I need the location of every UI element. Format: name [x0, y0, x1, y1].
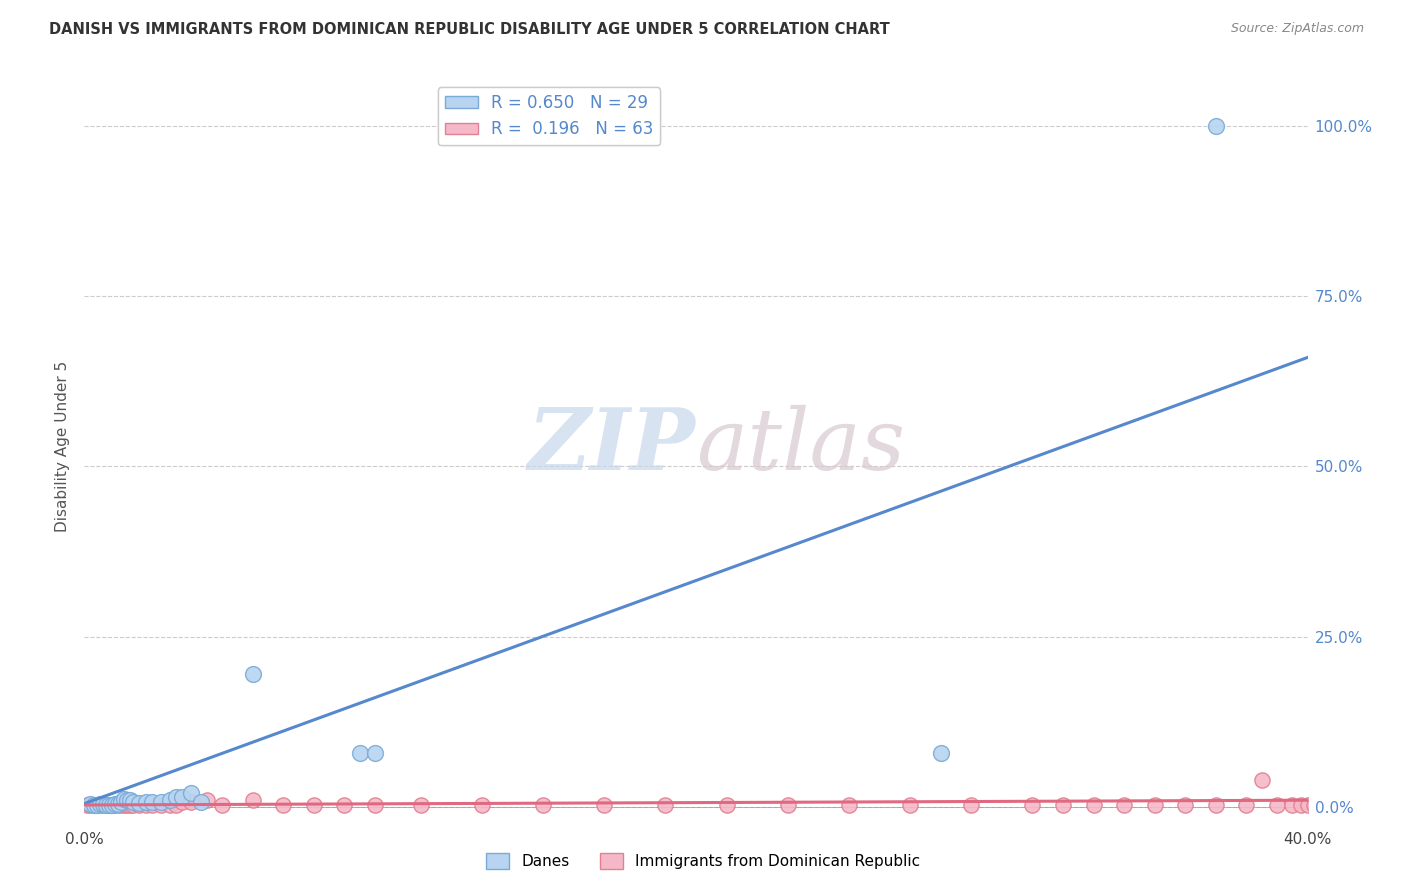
Point: [211, 797, 233, 812]
Point: [1265, 797, 1288, 812]
Point: [960, 797, 983, 812]
Point: [1205, 119, 1227, 133]
Point: [101, 797, 124, 812]
Point: [838, 797, 860, 812]
Point: [94, 797, 117, 812]
Point: [364, 797, 387, 812]
Legend: R = 0.650   N = 29, R =  0.196   N = 63: R = 0.650 N = 29, R = 0.196 N = 63: [439, 87, 661, 145]
Point: [1205, 797, 1227, 812]
Point: [107, 797, 129, 811]
Point: [94, 797, 117, 812]
Point: [79, 797, 101, 812]
Point: [271, 797, 294, 812]
Point: [135, 797, 157, 812]
Point: [1296, 797, 1319, 812]
Point: [180, 786, 202, 800]
Point: [83, 797, 105, 812]
Point: [165, 797, 187, 812]
Point: [115, 797, 138, 812]
Point: [1291, 797, 1313, 812]
Point: [97, 797, 120, 812]
Point: [242, 793, 264, 807]
Point: [149, 797, 172, 812]
Point: [898, 797, 921, 812]
Point: [593, 797, 616, 812]
Point: [79, 797, 101, 812]
Text: DANISH VS IMMIGRANTS FROM DOMINICAN REPUBLIC DISABILITY AGE UNDER 5 CORRELATION : DANISH VS IMMIGRANTS FROM DOMINICAN REPU…: [49, 22, 890, 37]
Point: [120, 797, 142, 812]
Point: [110, 795, 132, 809]
Point: [716, 797, 738, 812]
Point: [1083, 797, 1105, 812]
Point: [122, 795, 145, 809]
Point: [302, 797, 325, 812]
Point: [1174, 797, 1197, 812]
Point: [195, 793, 218, 807]
Point: [1281, 797, 1303, 812]
Point: [128, 796, 150, 810]
Point: [89, 797, 111, 812]
Point: [1320, 797, 1343, 812]
Point: [1315, 797, 1337, 812]
Point: [1339, 797, 1361, 812]
Point: [1327, 797, 1350, 812]
Point: [409, 797, 432, 812]
Text: ZIP: ZIP: [529, 404, 696, 488]
Point: [91, 797, 114, 812]
Point: [180, 795, 202, 809]
Point: [172, 795, 194, 809]
Point: [120, 793, 142, 807]
Point: [1309, 797, 1331, 812]
Point: [1114, 797, 1136, 812]
Point: [101, 797, 124, 812]
Point: [141, 795, 163, 809]
Point: [172, 789, 194, 804]
Point: [654, 797, 676, 812]
Legend: Danes, Immigrants from Dominican Republic: Danes, Immigrants from Dominican Republi…: [479, 847, 927, 875]
Point: [165, 789, 187, 804]
Text: atlas: atlas: [696, 405, 905, 487]
Point: [83, 797, 105, 812]
Point: [364, 746, 387, 760]
Point: [91, 797, 114, 812]
Point: [112, 792, 135, 806]
Point: [110, 797, 132, 812]
Point: [112, 797, 135, 812]
Point: [149, 795, 172, 809]
Point: [190, 795, 212, 809]
Point: [107, 797, 129, 812]
Point: [159, 797, 181, 812]
Point: [89, 797, 111, 811]
Point: [349, 746, 371, 760]
Point: [122, 797, 145, 812]
Point: [531, 797, 554, 812]
Point: [1346, 797, 1368, 812]
Y-axis label: Disability Age Under 5: Disability Age Under 5: [55, 360, 70, 532]
Point: [141, 797, 163, 812]
Point: [135, 795, 157, 809]
Point: [929, 746, 952, 760]
Point: [242, 667, 264, 681]
Point: [1021, 797, 1043, 812]
Point: [1333, 797, 1355, 812]
Point: [159, 793, 181, 807]
Point: [333, 797, 356, 812]
Point: [128, 797, 150, 812]
Point: [104, 797, 127, 812]
Point: [776, 797, 799, 812]
Point: [1351, 797, 1374, 812]
Point: [97, 797, 120, 812]
Point: [104, 797, 127, 812]
Point: [471, 797, 494, 812]
Point: [1236, 797, 1258, 812]
Text: Source: ZipAtlas.com: Source: ZipAtlas.com: [1230, 22, 1364, 36]
Point: [86, 797, 108, 812]
Point: [115, 793, 138, 807]
Point: [1052, 797, 1074, 812]
Point: [1250, 772, 1272, 787]
Point: [76, 797, 98, 812]
Point: [1143, 797, 1166, 812]
Point: [1302, 797, 1324, 812]
Point: [86, 797, 108, 812]
